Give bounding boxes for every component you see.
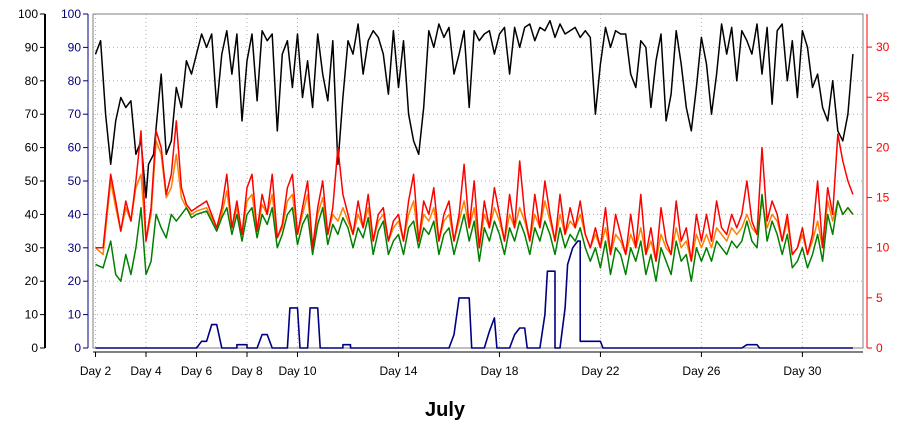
y-tick-label-left-inner: 0	[74, 341, 81, 355]
x-tick-label: Day 14	[379, 364, 417, 378]
series-line	[94, 19, 854, 199]
y-tick-label-left-outer: 10	[25, 308, 39, 322]
y-tick-label-left-outer: 70	[25, 107, 39, 121]
y-tick-label-left-outer: 40	[25, 207, 39, 221]
y-tick-label-left-inner: 50	[68, 174, 82, 188]
y-tick-label-right: 15	[876, 191, 890, 205]
y-tick-label-left-outer: 80	[25, 74, 39, 88]
x-tick-label: Day 22	[581, 364, 619, 378]
x-tick-label: Day 6	[181, 364, 213, 378]
y-tick-label-left-inner: 20	[68, 274, 82, 288]
y-tick-label-left-inner: 30	[68, 241, 82, 255]
series-layer	[94, 19, 854, 349]
y-tick-label-left-inner: 90	[68, 40, 82, 54]
y-tick-label-left-outer: 20	[25, 274, 39, 288]
x-tick-label: Day 8	[231, 364, 263, 378]
y-tick-label-left-inner: 10	[68, 308, 82, 322]
y-tick-label-left-inner: 40	[68, 207, 82, 221]
y-tick-label-right: 0	[876, 341, 883, 355]
x-tick-label: Day 26	[682, 364, 720, 378]
series-line	[95, 140, 854, 262]
x-tick-label: Day 30	[783, 364, 821, 378]
x-tick-label: Day 2	[80, 364, 112, 378]
series-line	[95, 120, 854, 262]
x-tick-label: Day 4	[130, 364, 162, 378]
y-tick-label-left-inner: 70	[68, 107, 82, 121]
chart-axes: 0102030405060708090100010203040506070809…	[18, 7, 890, 378]
y-tick-label-left-outer: 30	[25, 241, 39, 255]
series-line	[95, 240, 853, 349]
y-tick-label-right: 10	[876, 241, 890, 255]
y-tick-label-left-outer: 50	[25, 174, 39, 188]
x-tick-label: Day 10	[278, 364, 316, 378]
y-tick-label-left-outer: 60	[25, 141, 39, 155]
y-tick-label-left-outer: 100	[18, 7, 38, 21]
series-line	[95, 193, 854, 282]
y-tick-label-left-inner: 100	[61, 7, 81, 21]
y-tick-label-right: 30	[876, 40, 890, 54]
x-tick-label: Day 18	[480, 364, 518, 378]
y-tick-label-right: 20	[876, 140, 890, 154]
y-tick-label-left-outer: 0	[31, 341, 38, 355]
y-tick-label-left-inner: 60	[68, 141, 82, 155]
x-axis-title: July	[425, 399, 466, 421]
y-tick-label-left-inner: 80	[68, 74, 82, 88]
y-tick-label-left-outer: 90	[25, 40, 39, 54]
y-tick-label-right: 25	[876, 90, 890, 104]
y-tick-label-right: 5	[876, 291, 883, 305]
